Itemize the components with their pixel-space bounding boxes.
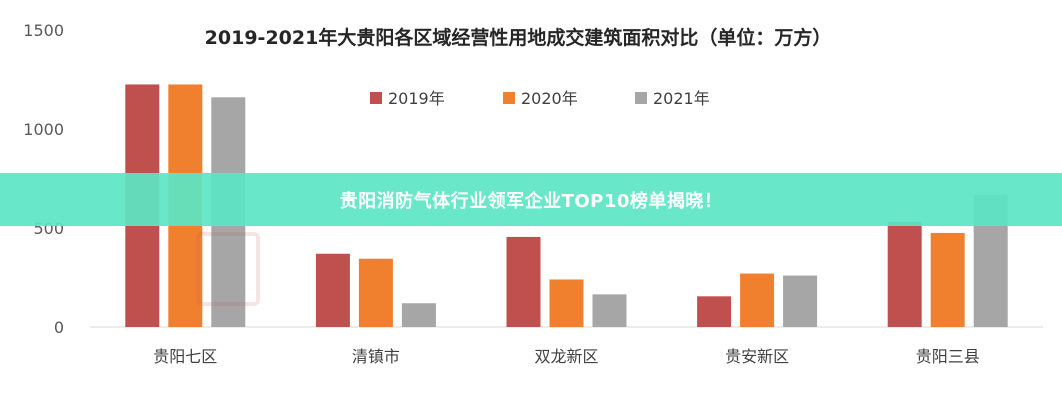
x-tick-label: 清镇市 <box>352 347 400 366</box>
x-tick-label: 双龙新区 <box>534 347 598 366</box>
legend-label: 2019年 <box>388 89 445 108</box>
bar-3-3 <box>592 294 627 327</box>
legend-label: 2020年 <box>521 89 578 108</box>
legend-label: 2021年 <box>653 89 710 108</box>
x-tick-label: 贵阳七区 <box>153 347 217 366</box>
y-tick-label: 1000 <box>23 120 64 139</box>
bar-2-4 <box>740 273 775 327</box>
bar-3-2 <box>401 303 436 327</box>
chart-title: 2019-2021年大贵阳各区域经营性用地成交建筑面积对比（单位：万方） <box>205 26 832 49</box>
bar-1-5 <box>887 222 922 327</box>
legend-swatch <box>635 92 647 104</box>
chart-legend: 2019年 2020年 2021年 <box>370 89 710 108</box>
bar-2-2 <box>358 258 393 327</box>
bar-1-2 <box>315 253 350 327</box>
bar-1-3 <box>506 236 541 327</box>
x-tick-label: 贵安新区 <box>725 347 789 366</box>
y-tick-label: 1500 <box>23 21 64 40</box>
banner-text: 贵阳消防气体行业领军企业TOP10榜单揭晓！ <box>339 190 723 212</box>
banner[interactable]: 贵阳消防气体行业领军企业TOP10榜单揭晓！ <box>0 173 1062 226</box>
bar-3-4 <box>783 275 818 327</box>
watermark-stamp <box>196 232 260 306</box>
x-tick-label: 贵阳三县 <box>916 347 980 366</box>
legend-swatch <box>370 92 382 104</box>
legend-swatch <box>503 92 515 104</box>
bar-2-5 <box>930 232 965 327</box>
x-axis: 贵阳七区 清镇市 双龙新区 贵安新区 贵阳三县 <box>153 347 979 366</box>
bar-2-3 <box>549 279 584 327</box>
y-tick-label: 0 <box>54 318 64 337</box>
bar-1-4 <box>697 296 732 327</box>
